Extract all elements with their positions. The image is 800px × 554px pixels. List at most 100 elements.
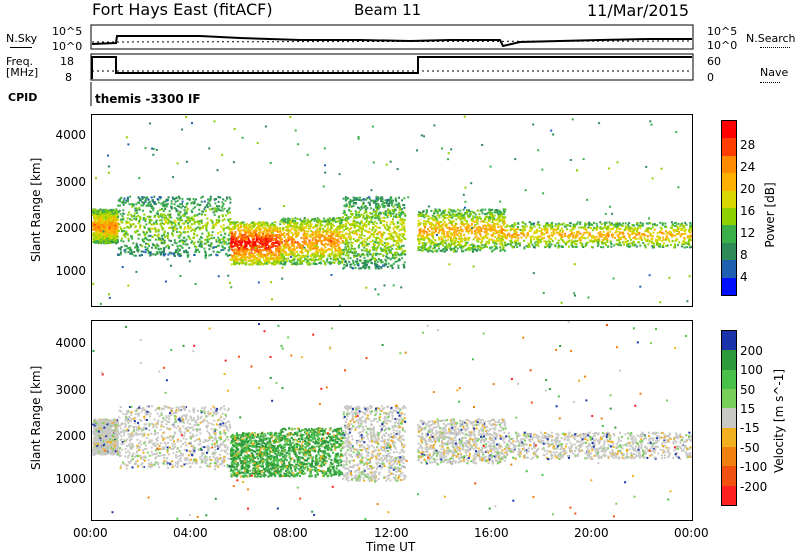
power-cell: [290, 231, 293, 234]
power-cell: [93, 237, 95, 240]
power-cell: [259, 234, 262, 237]
power-cell: [394, 197, 397, 200]
power-cell: [491, 219, 494, 222]
power-cell: [312, 237, 315, 240]
power-cell: [270, 258, 273, 261]
power-cell: [290, 228, 293, 231]
power-cell: [229, 211, 231, 214]
power-cell: [328, 234, 331, 237]
power-cell: [271, 245, 274, 248]
power-cell: [244, 233, 247, 236]
power-cell: [248, 257, 251, 260]
power-cell: [102, 236, 105, 239]
power-cell: [122, 218, 125, 221]
power-cell: [311, 252, 314, 255]
power-cell: [388, 201, 391, 204]
power-cell: [404, 214, 407, 217]
power-cell: [96, 220, 99, 223]
power-cell: [325, 233, 328, 236]
power-cell: [282, 245, 285, 248]
power-cell: [279, 256, 282, 259]
power-cell: [290, 242, 293, 244]
power-cell: [148, 222, 151, 225]
power-cell: [159, 197, 162, 200]
power-cell: [385, 263, 388, 266]
power-cell: [202, 225, 204, 228]
power-cell: [215, 210, 218, 213]
power-cell: [141, 201, 144, 204]
power-cell: [217, 236, 220, 239]
power-cell: [454, 231, 457, 234]
power-cell: [259, 235, 262, 238]
power-cell: [118, 209, 121, 212]
power-cell: [223, 207, 226, 210]
power-cell: [325, 223, 328, 226]
power-cell: [376, 199, 378, 202]
power-cell: [94, 241, 97, 244]
power-cell: [100, 222, 103, 225]
power-cell: [316, 242, 318, 245]
power-cell: [233, 253, 236, 256]
power-cell: [461, 221, 464, 224]
power-cell: [93, 222, 96, 225]
power-cell: [265, 262, 268, 265]
power-cell: [259, 251, 262, 254]
power-cell: [278, 248, 281, 251]
power-cell: [373, 220, 376, 223]
power-cell: [362, 214, 365, 217]
power-cell: [277, 252, 280, 255]
power-cell: [387, 248, 390, 251]
power-cell: [259, 239, 262, 242]
power-cell: [104, 227, 107, 230]
power-cell: [157, 228, 160, 231]
power-cell: [380, 266, 383, 268]
power-cell: [399, 233, 402, 236]
power-cell: [380, 267, 383, 270]
power-cell: [345, 203, 348, 206]
power-cell: [300, 223, 302, 226]
power-cell: [287, 223, 289, 225]
power-cell: [500, 241, 503, 244]
power-cell: [173, 225, 176, 228]
power-cell: [338, 233, 340, 235]
power-cell: [182, 239, 185, 242]
power-cell: [248, 235, 251, 237]
power-cell: [375, 222, 378, 225]
power-cell: [162, 204, 165, 206]
power-cell: [311, 231, 314, 233]
power-cell: [250, 231, 252, 234]
power-cell: [331, 261, 334, 264]
power-cell: [268, 256, 271, 259]
power-cell: [116, 212, 118, 214]
power-cell: [367, 250, 369, 253]
power-cell: [137, 196, 140, 199]
power-cell: [215, 198, 217, 200]
power-cell: [253, 229, 256, 232]
power-cell: [343, 233, 345, 236]
power-cell: [359, 215, 362, 218]
power-cell: [247, 260, 250, 263]
power-cell: [307, 243, 310, 246]
power-cell: [427, 250, 430, 253]
power-cell: [184, 231, 187, 234]
power-cell: [110, 230, 113, 233]
power-cell: [399, 222, 402, 225]
power-cell: [256, 240, 259, 243]
freq-label: Freq.: [6, 55, 34, 68]
power-cell: [241, 238, 243, 241]
power-cell: [279, 235, 282, 238]
power-cell: [217, 216, 220, 219]
power-cell: [254, 242, 257, 245]
power-cell: [313, 245, 316, 248]
power-cell: [445, 239, 448, 242]
power-cell: [252, 253, 255, 256]
power-cell: [356, 262, 359, 265]
power-cell: [94, 214, 97, 217]
power-cell: [233, 221, 236, 224]
power-cell: [240, 233, 243, 236]
power-cell: [104, 235, 106, 238]
power-cell: [247, 238, 250, 241]
power-cell: [186, 243, 189, 246]
power-cell: [417, 235, 420, 238]
power-cell: [136, 244, 138, 247]
